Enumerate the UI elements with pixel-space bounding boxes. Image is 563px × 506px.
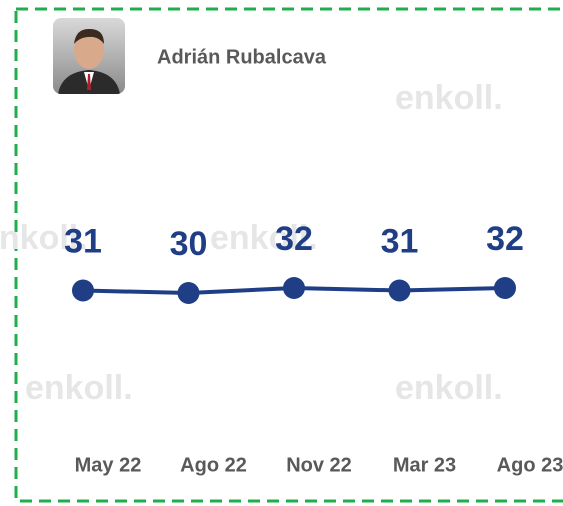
value-label: 32	[486, 220, 524, 258]
point	[494, 277, 516, 299]
watermark: enkoll.	[25, 369, 133, 407]
point	[388, 279, 411, 302]
x-tick-label: Mar 23	[393, 454, 456, 476]
watermark: enkoll.	[0, 219, 88, 257]
frame	[14, 7, 563, 503]
point	[177, 282, 200, 304]
x-tick-label: Ago 23	[497, 454, 563, 476]
value-label: 31	[64, 222, 102, 260]
x-tick-label: Nov 22	[286, 454, 352, 476]
watermark: enkoll.	[395, 79, 503, 117]
watermark: enkoll.	[210, 219, 318, 257]
point	[283, 277, 305, 299]
chart-title: Adrián Rubalcava	[157, 46, 327, 68]
value-label: 32	[275, 220, 313, 258]
avatar	[53, 18, 125, 94]
point	[72, 279, 94, 302]
x-tick-label: Ago 22	[180, 454, 247, 476]
x-tick-label: May 22	[75, 454, 142, 476]
value-label: 30	[170, 225, 208, 263]
watermark: enkoll.	[395, 369, 503, 407]
value-label: 31	[381, 222, 419, 260]
